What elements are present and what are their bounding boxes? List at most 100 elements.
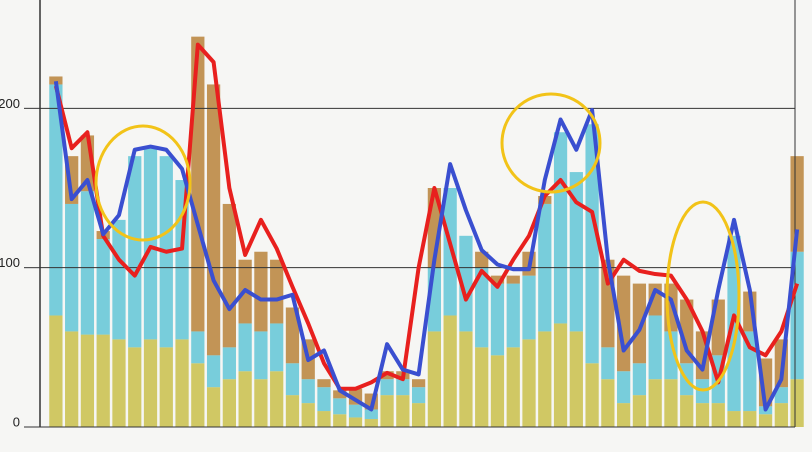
bar-segment	[96, 238, 110, 335]
bar-segment	[238, 323, 252, 372]
bar-segment	[632, 395, 647, 427]
bar-segment	[175, 339, 189, 427]
bar-segment	[553, 132, 568, 324]
bar-segment	[459, 235, 473, 332]
bar-segment	[80, 334, 95, 427]
bar-segment	[680, 299, 694, 364]
bar-segment	[333, 398, 347, 415]
bar-segment	[538, 331, 552, 427]
bar-segment	[774, 403, 788, 427]
bar-segment	[601, 379, 615, 427]
bar-segment	[364, 419, 378, 427]
bar-segment	[569, 331, 583, 427]
bar-segment	[506, 283, 520, 348]
bar-segment	[333, 390, 347, 399]
bar-segment	[411, 403, 426, 427]
bar-segment	[333, 414, 347, 427]
bar-segment	[380, 371, 394, 380]
bar-segment	[254, 379, 268, 427]
line	[53, 42, 800, 391]
annotations	[94, 92, 741, 392]
bar-segment	[49, 76, 63, 85]
bar-segment	[191, 331, 205, 364]
bar-segment	[601, 259, 615, 348]
bar-segment	[348, 417, 363, 427]
bar-segment	[301, 379, 315, 404]
bar-segment	[159, 347, 173, 427]
bar-segment	[396, 395, 410, 427]
bar-segment	[411, 379, 426, 388]
bar-segment	[727, 411, 741, 427]
bar-segment	[427, 331, 442, 427]
bar-segment	[348, 404, 363, 418]
line	[53, 80, 800, 412]
bar-segment	[301, 403, 315, 427]
bar-segment	[317, 387, 331, 412]
bar-segment	[632, 283, 647, 364]
bar-segment	[711, 403, 725, 427]
bar-segment	[364, 409, 378, 420]
bar-segment	[585, 363, 599, 427]
bar-segment	[238, 371, 252, 427]
y-tick-label: 0	[13, 414, 20, 429]
bar-segment	[65, 331, 79, 427]
bar-segment	[743, 411, 757, 427]
bar-segment	[553, 323, 568, 427]
bar-segment	[585, 124, 599, 364]
bar-segment	[695, 403, 710, 427]
bar-segment	[285, 395, 300, 427]
bar-segment	[411, 387, 426, 404]
bar-segment	[49, 84, 63, 316]
bar-segment	[270, 371, 284, 427]
bar-segment	[191, 363, 205, 427]
bar-segment	[380, 379, 394, 396]
bar-segment	[617, 403, 631, 427]
bar-segment	[522, 339, 536, 427]
bar-segment	[80, 191, 95, 335]
bar-segment	[506, 347, 520, 427]
bar-segment	[790, 156, 804, 252]
bar-segment	[222, 203, 236, 348]
bar-segment	[522, 275, 536, 340]
bar-segment	[128, 347, 142, 427]
bar-segment	[774, 387, 788, 404]
bar-segment	[790, 251, 804, 380]
bar-segment	[617, 371, 631, 404]
bar-segment	[490, 275, 505, 284]
bar-segment	[396, 379, 410, 396]
bar-segment	[569, 172, 583, 332]
bar-segment	[490, 283, 505, 356]
bar-segment	[222, 379, 236, 427]
bar-segment	[632, 363, 647, 396]
bar-segment	[475, 267, 489, 348]
bar-segment	[206, 84, 221, 356]
bar-segment	[206, 355, 221, 388]
y-tick-label: 200	[0, 96, 20, 111]
bar-segment	[790, 379, 804, 427]
bar-segment	[664, 379, 678, 427]
bar-segment	[206, 387, 221, 427]
bar-segment	[270, 259, 284, 324]
bar-segment	[222, 347, 236, 380]
bar-segment	[270, 323, 284, 372]
bar-segment	[112, 339, 126, 427]
highlight-circle	[500, 92, 602, 194]
bar-segment	[443, 315, 457, 427]
highlight-circle	[665, 200, 741, 392]
bar-segment	[743, 331, 757, 412]
plot: 0 100 200	[0, 0, 804, 429]
bar-segment	[128, 156, 142, 348]
bar-segment	[680, 395, 694, 427]
bar-segment	[143, 339, 158, 427]
bar-segment	[112, 219, 126, 340]
bar-segment	[506, 275, 520, 284]
bar-segment	[443, 188, 457, 316]
bar-segment	[380, 395, 394, 427]
bar-segment	[648, 379, 662, 427]
bar-segment	[459, 331, 473, 427]
bar-segment	[96, 334, 110, 427]
bar-segment	[490, 355, 505, 427]
bar-segment	[317, 379, 331, 388]
bar-segment	[143, 148, 158, 340]
